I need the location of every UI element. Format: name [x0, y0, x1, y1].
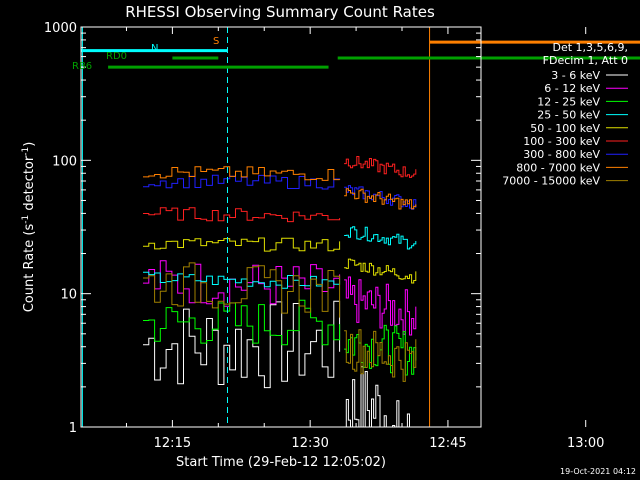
series-trace	[143, 166, 341, 181]
series-3-6-kev	[143, 300, 416, 428]
legend: Det 1,3,5,6,9, FDecim 1, Att 0 3 - 6 keV…	[502, 41, 628, 188]
plot-area	[143, 156, 417, 428]
time-markers	[81, 27, 431, 427]
flag-label-rd0: RD0	[106, 51, 127, 62]
footer-timestamp: 19-Oct-2021 04:12	[560, 467, 636, 476]
y-tick-label: 1	[69, 421, 77, 436]
series-7000-15000-kev	[143, 262, 417, 382]
series-trace	[344, 276, 417, 336]
series-trace	[143, 174, 341, 190]
series-trace	[344, 185, 417, 210]
legend-item-label: 800 - 7000 keV	[516, 161, 600, 174]
x-tick-label: 12:45	[429, 436, 466, 451]
series-trace	[143, 237, 341, 252]
series-25-50-kev	[143, 226, 417, 289]
series-trace	[344, 258, 417, 284]
legend-item-label: 6 - 12 keV	[544, 82, 600, 95]
legend-item-label: 7000 - 15000 keV	[502, 175, 600, 188]
flag-label-rb6: RB6	[72, 61, 92, 72]
flag-label-n: N	[151, 43, 158, 54]
series-trace	[344, 156, 417, 178]
series-50-100-kev	[143, 237, 417, 284]
legend-item-label: 50 - 100 keV	[530, 122, 600, 135]
axes: 12:1512:3012:4513:0013:1513:3013:4511010…	[44, 21, 605, 451]
series-trace	[344, 188, 417, 210]
series-trace	[143, 207, 341, 223]
x-tick-label: 12:15	[154, 436, 191, 451]
x-tick-label: 12:30	[291, 436, 328, 451]
series-trace	[344, 329, 417, 382]
series-100-300-kev	[143, 156, 417, 223]
y-tick-label: 100	[52, 154, 77, 169]
y-tick-label: 1000	[44, 21, 77, 36]
series-trace	[143, 300, 341, 389]
x-axis-label: Start Time (29-Feb-12 12:05:02)	[176, 455, 386, 470]
series-800-7000-kev	[143, 166, 417, 210]
chart-title: RHESSI Observing Summary Count Rates	[125, 3, 435, 21]
series-300-800-kev	[143, 174, 417, 210]
y-tick-label: 10	[60, 288, 77, 303]
plot-frame	[80, 26, 482, 428]
legend-item-label: 25 - 50 keV	[537, 109, 600, 122]
legend-item-label: 3 - 6 keV	[551, 69, 600, 82]
legend-item-label: 12 - 25 keV	[537, 95, 600, 108]
y-axis-label: Count Rate (s-1 detector-1)	[21, 142, 37, 313]
legend-header-line1: Det 1,3,5,6,9,	[552, 41, 628, 54]
series-trace	[344, 226, 417, 250]
series-trace	[143, 271, 341, 289]
legend-header-line2: FDecim 1, Att 0	[543, 54, 628, 67]
x-tick-label: 13:00	[567, 436, 604, 451]
series-trace	[143, 262, 341, 318]
legend-item-label: 100 - 300 keV	[523, 135, 600, 148]
legend-item-label: 300 - 800 keV	[523, 148, 600, 161]
flag-bars	[81, 40, 640, 69]
flag-label-s: S	[213, 36, 219, 47]
series-trace	[143, 299, 341, 346]
